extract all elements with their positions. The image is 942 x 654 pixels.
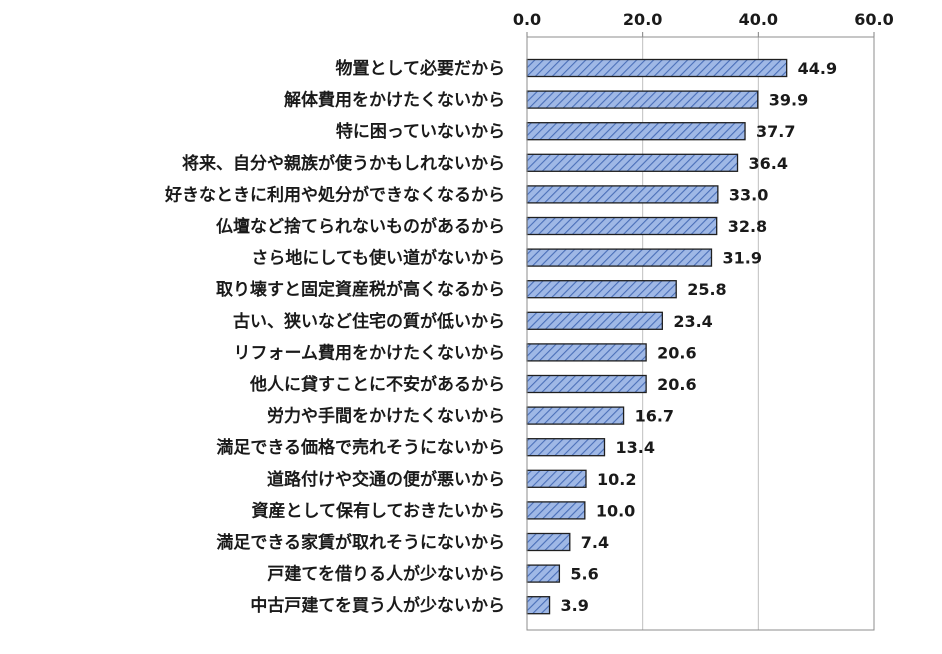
category-label: 労力や手間をかけたくないから <box>267 406 505 427</box>
category-label: 好きなときに利用や処分ができなくなるから <box>164 184 505 205</box>
value-label: 32.8 <box>728 217 767 236</box>
value-label: 31.9 <box>722 249 761 268</box>
x-axis-ticks: 0.0 20.0 40.0 60.0 <box>513 10 894 37</box>
category-label: 道路付けや交通の便が悪いから <box>267 469 505 490</box>
category-label: 物置として必要だから <box>336 58 506 79</box>
value-label: 13.4 <box>615 438 654 457</box>
bar <box>526 58 788 78</box>
bar <box>526 90 759 109</box>
bar <box>526 406 625 425</box>
value-label: 33.0 <box>729 185 768 204</box>
bar <box>526 596 551 615</box>
category-label: 将来、自分や親族が使うかもしれないから <box>182 153 505 174</box>
bar <box>526 311 663 330</box>
bar <box>526 343 647 362</box>
bar <box>526 280 677 299</box>
x-tick-label: 20.0 <box>623 10 662 29</box>
category-label: 他人に貸すことに不安があるから <box>249 374 505 395</box>
plot-area-frame <box>526 36 875 631</box>
category-label: 中古戸建てを買う人が少ないから <box>250 595 505 616</box>
value-label: 25.8 <box>687 280 726 299</box>
value-label: 36.4 <box>749 154 788 173</box>
category-label: 解体費用をかけたくないから <box>284 90 505 111</box>
category-label: さら地にしても使い道がないから <box>251 248 505 269</box>
category-label: 戸建てを借りる人が少ないから <box>267 564 505 585</box>
category-labels: 物置として必要だから解体費用をかけたくないから特に困っていないから将来、自分や親… <box>164 58 505 616</box>
category-label: 満足できる家賃が取れそうにないから <box>216 532 505 553</box>
x-tick-label: 60.0 <box>854 10 893 29</box>
bar <box>526 438 606 457</box>
category-label: 資産として保有しておきたいから <box>252 500 505 521</box>
value-label: 10.0 <box>596 501 635 520</box>
x-tick-label: 40.0 <box>739 10 778 29</box>
value-label: 39.9 <box>769 91 808 110</box>
bar <box>526 185 719 204</box>
bar <box>526 153 739 172</box>
value-label: 37.7 <box>756 122 795 141</box>
value-label: 16.7 <box>635 407 674 426</box>
value-label: 23.4 <box>673 312 712 331</box>
value-label: 7.4 <box>581 533 609 552</box>
value-label: 20.6 <box>657 343 696 362</box>
bars <box>526 58 788 615</box>
bar <box>526 374 647 394</box>
bar <box>526 248 713 267</box>
category-label: リフォーム費用をかけたくないから <box>234 342 506 363</box>
value-label: 20.6 <box>657 375 696 394</box>
bar <box>526 122 746 141</box>
value-label: 44.9 <box>798 59 837 78</box>
value-label: 5.6 <box>570 565 598 584</box>
bar <box>526 216 718 236</box>
value-labels: 44.9 39.9 37.7 36.4 33.0 32.8 31.9 25.8 23.4 20.6… <box>561 59 838 615</box>
category-label: 取り壊すと固定資産税が高くなるから <box>216 279 505 300</box>
value-label: 3.9 <box>561 596 589 615</box>
category-label: 満足できる価格で売れそうにないから <box>216 437 505 458</box>
bar <box>526 564 561 583</box>
bar <box>526 501 586 520</box>
bar <box>526 469 587 488</box>
category-label: 特に困っていないから <box>336 121 505 142</box>
category-label: 仏壇など捨てられないものがあるから <box>216 216 505 237</box>
value-label: 10.2 <box>597 470 636 489</box>
category-label: 古い、狭いなど住宅の質が低いから <box>233 311 505 332</box>
x-tick-label: 0.0 <box>513 10 541 29</box>
bar <box>526 532 571 552</box>
